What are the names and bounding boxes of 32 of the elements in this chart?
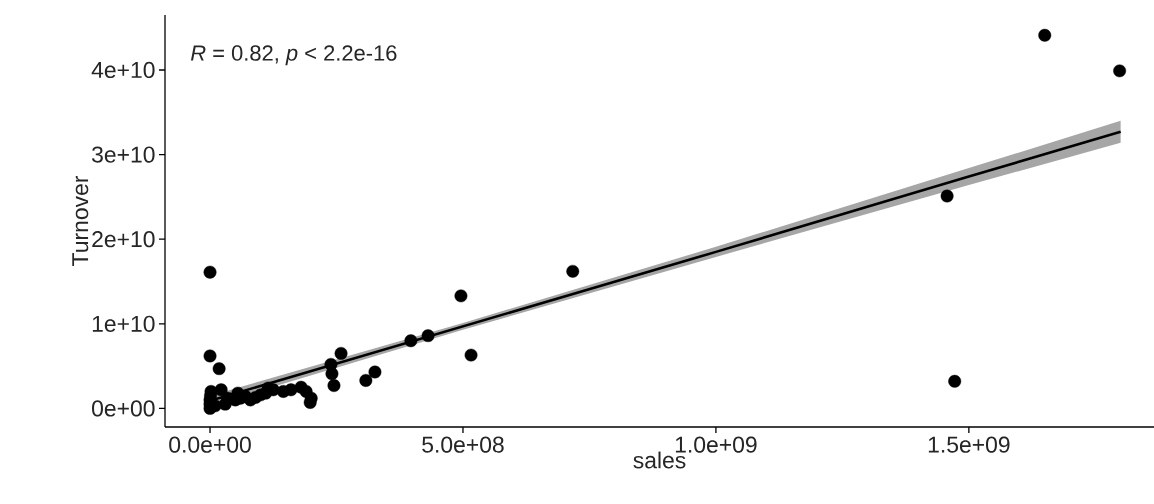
point (284, 383, 298, 397)
point (214, 383, 228, 397)
x-axis-title: sales (633, 451, 686, 469)
y-axis-title: Turnover (72, 175, 89, 266)
point (948, 374, 962, 388)
point (1113, 64, 1127, 78)
point (566, 264, 580, 278)
point (203, 265, 217, 279)
point (368, 365, 382, 379)
point (421, 329, 435, 343)
x-tick-label: 1.0e+09 (675, 436, 757, 453)
point (359, 374, 373, 387)
point (203, 349, 217, 363)
point (464, 348, 478, 362)
point (304, 391, 318, 405)
point (454, 289, 468, 303)
point (327, 379, 341, 392)
y-tick-label: 4e+10 (91, 61, 155, 79)
point (1038, 28, 1052, 42)
point (212, 362, 226, 376)
point (940, 189, 954, 203)
y-tick-label: 1e+10 (92, 315, 155, 332)
y-tick-label: 3e+10 (92, 146, 155, 163)
point (325, 367, 339, 381)
x-tick-label: 0.0e+00 (169, 436, 251, 453)
y-tick-label: 0e+00 (92, 400, 155, 417)
point (334, 347, 348, 360)
point (404, 334, 418, 348)
x-tick-label: 5.0e+08 (422, 436, 504, 453)
x-tick-label: 1.5e+09 (928, 436, 1010, 453)
y-tick-label: 2e+10 (92, 231, 155, 248)
annotation: R = 0.82, p < 2.2e-16 (190, 45, 397, 66)
